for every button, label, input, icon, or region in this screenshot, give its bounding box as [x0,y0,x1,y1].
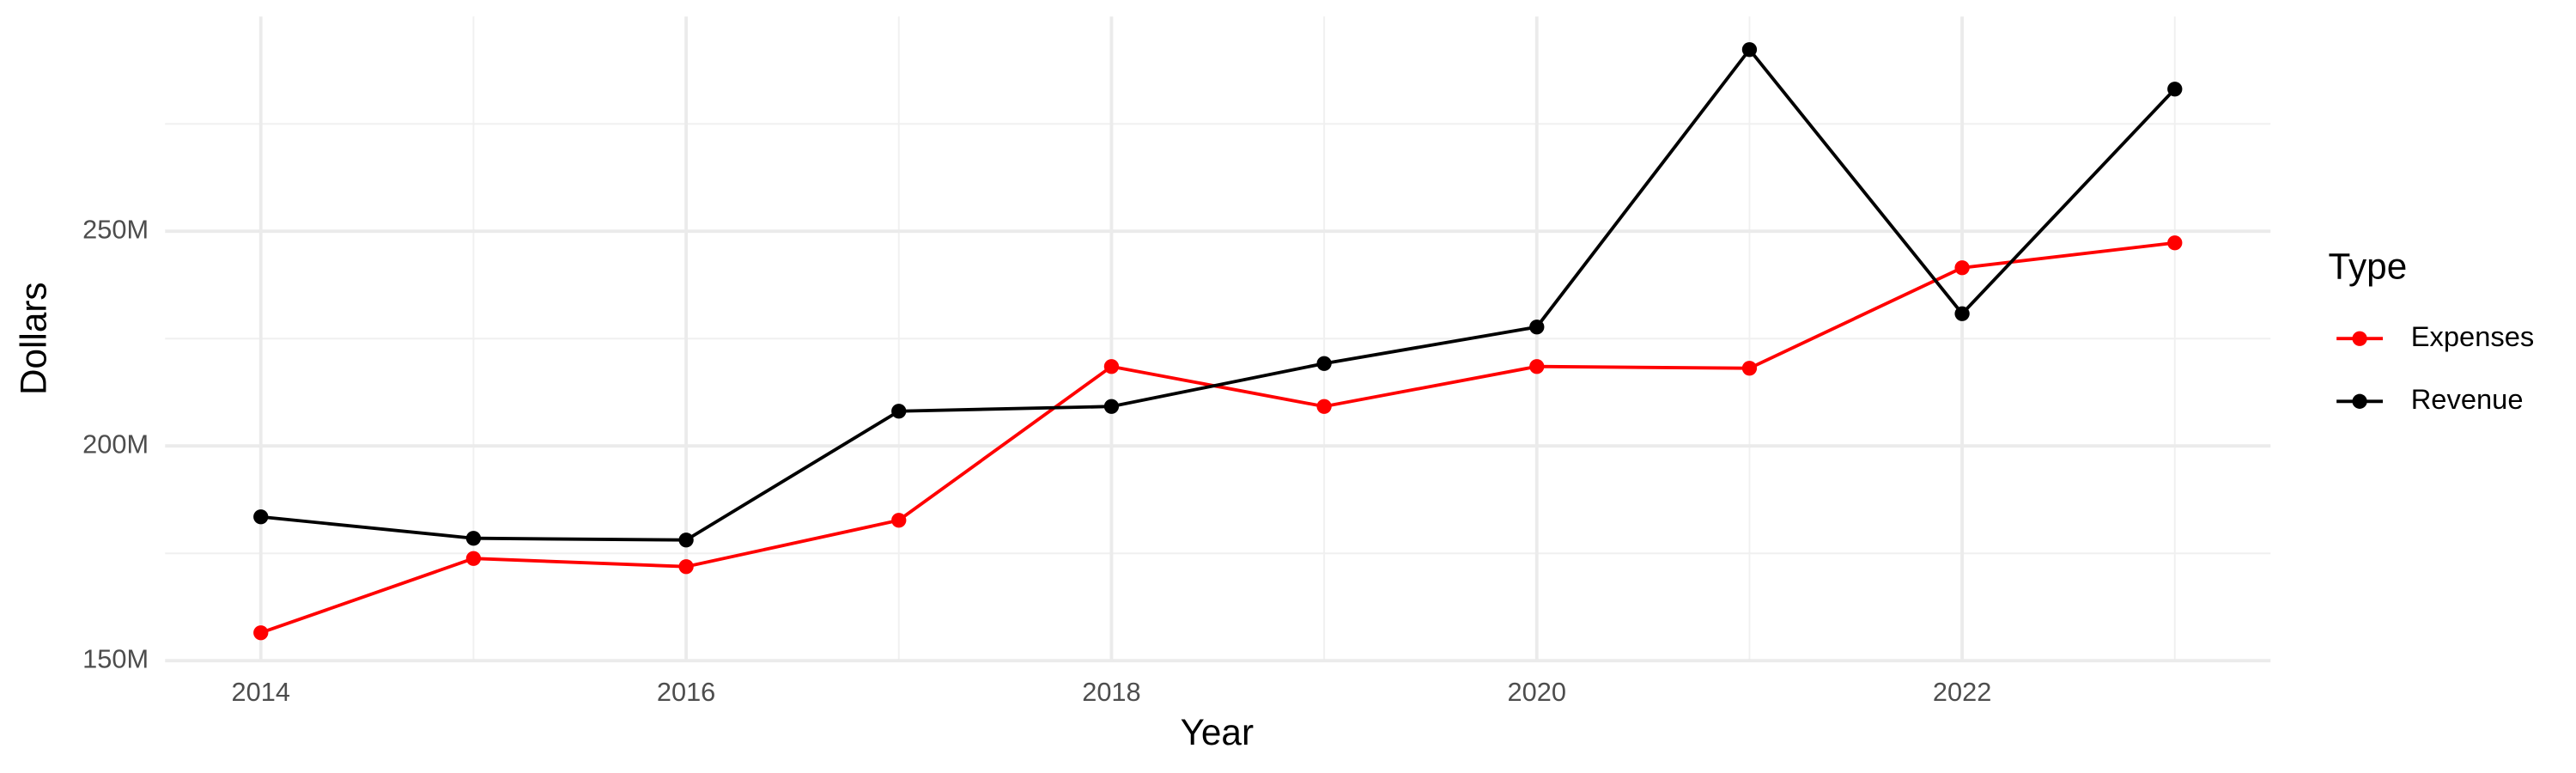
point [1529,320,1545,335]
point [1741,42,1758,58]
point [253,509,269,525]
point [1954,260,1970,276]
legend-point [2352,331,2367,346]
point [2167,82,2183,97]
point [253,625,269,641]
point [891,404,907,419]
point [1741,361,1758,376]
line [260,240,2176,635]
point [2167,235,2183,251]
x-tick-label: 2018 [1082,677,1140,707]
y-tick-label: 250M [82,214,149,244]
x-axis-title: Year [1181,712,1254,752]
legend-title: Type [2329,247,2408,287]
point [465,531,482,546]
y-tick-label: 200M [82,429,149,459]
legend-label: Revenue [2411,383,2524,415]
point [891,513,907,528]
point [465,551,482,566]
point [1316,399,1332,414]
x-tick-label: 2020 [1508,677,1566,707]
legend-point [2352,393,2367,409]
x-tick-label: 2016 [657,677,715,707]
y-tick-label: 150M [82,643,149,673]
point [1954,306,1970,321]
point [1103,399,1120,414]
point [1103,359,1120,374]
point [1316,356,1332,371]
line [260,46,2177,542]
x-tick-label: 2022 [1933,677,1991,707]
y-axis-title: Dollars [13,282,53,395]
x-tick-label: 2014 [232,677,290,707]
point [678,533,694,548]
point [1529,359,1545,374]
legend-label: Expenses [2411,320,2535,352]
point [678,559,694,575]
